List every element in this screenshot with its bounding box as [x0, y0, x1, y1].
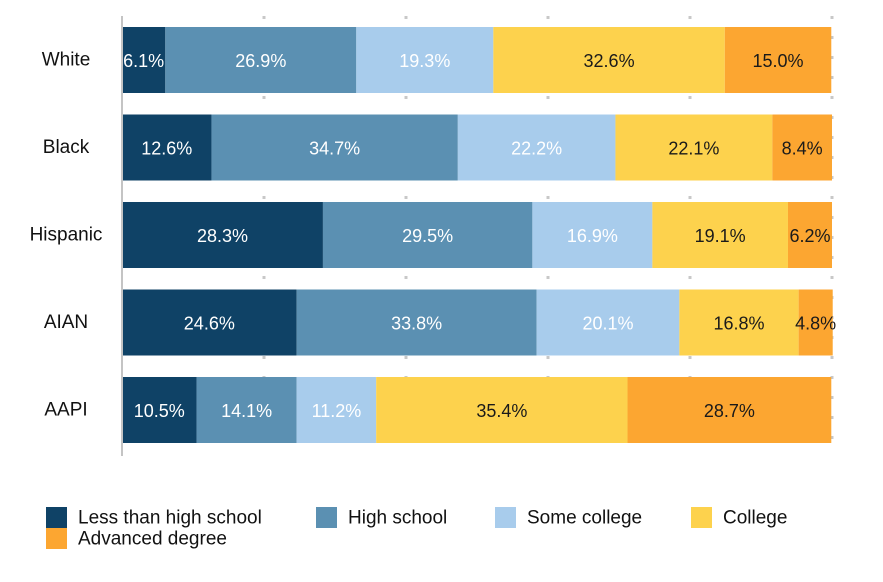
- legend-swatch: [691, 507, 712, 528]
- category-label: White: [42, 50, 91, 71]
- bar-segment: [724, 27, 832, 93]
- data-label: 16.9%: [567, 226, 618, 246]
- data-label: 14.1%: [221, 401, 272, 421]
- data-label: 11.2%: [312, 401, 362, 421]
- bar-segment: [772, 114, 832, 181]
- data-label: 10.5%: [134, 401, 185, 421]
- legend: Less than high school High school Some col…: [46, 507, 787, 550]
- legend-label: Less than high school: [78, 508, 262, 529]
- data-label: 32.6%: [584, 51, 635, 71]
- data-label: 4.8%: [795, 314, 836, 334]
- data-label: 16.8%: [713, 314, 764, 334]
- data-label: 22.1%: [668, 139, 719, 159]
- bar-segment: [322, 202, 533, 268]
- legend-swatch: [495, 507, 516, 528]
- bar-segment: [679, 289, 799, 356]
- bar-segment: [296, 377, 377, 443]
- data-label: 19.1%: [695, 226, 746, 246]
- data-label: 6.1%: [123, 51, 164, 71]
- bar-segment: [532, 202, 653, 268]
- legend-label: Some college: [527, 508, 642, 529]
- data-label: 33.8%: [391, 314, 442, 334]
- data-label: 15.0%: [753, 51, 804, 71]
- bar-segment: [652, 202, 788, 268]
- category-label: Hispanic: [30, 225, 103, 246]
- bar-segment: [196, 377, 297, 443]
- bar-segment: [165, 27, 357, 93]
- bar-segment: [122, 114, 212, 181]
- data-label: 8.4%: [782, 139, 823, 159]
- bar-segment: [296, 289, 537, 356]
- legend-swatch: [316, 507, 337, 528]
- data-label: 20.1%: [582, 314, 633, 334]
- data-label: 34.7%: [309, 139, 360, 159]
- legend-swatch: [46, 507, 67, 528]
- data-label: 29.5%: [402, 226, 453, 246]
- bar-segment: [457, 114, 616, 181]
- bar-segment: [122, 289, 297, 356]
- data-label: 6.2%: [789, 226, 830, 246]
- data-label: 24.6%: [184, 314, 235, 334]
- bar-segment: [356, 27, 494, 93]
- bar-segment: [211, 114, 458, 181]
- data-label: 19.3%: [399, 51, 450, 71]
- bar-segment: [536, 289, 680, 356]
- bar-segment: [798, 289, 833, 356]
- data-label: 26.9%: [235, 51, 286, 71]
- legend-swatch: [46, 528, 67, 549]
- bar-segment: [122, 202, 323, 268]
- category-label: AIAN: [44, 312, 88, 333]
- bar-segment: [376, 377, 628, 443]
- category-labels: White Black Hispanic AIAN AAPI: [30, 50, 103, 421]
- data-label: 28.7%: [704, 401, 755, 421]
- bar-segment: [493, 27, 725, 93]
- bars: 6.1% 26.9% 19.3% 32.6% 15.0% 12.6% 34.7% 22.2% 2…: [122, 27, 836, 443]
- legend-label: Advanced degree: [78, 529, 227, 550]
- legend-label: High school: [348, 508, 447, 529]
- legend-label: College: [723, 508, 787, 529]
- data-label: 35.4%: [476, 401, 527, 421]
- data-label: 28.3%: [197, 226, 248, 246]
- data-label: 22.2%: [511, 139, 562, 159]
- category-label: AAPI: [44, 400, 87, 421]
- bar-segment: [122, 377, 197, 443]
- bar-segment: [787, 202, 832, 268]
- bar-segment: [615, 114, 773, 181]
- bar-segment: [122, 27, 166, 93]
- category-label: Black: [43, 137, 90, 158]
- bar-segment: [627, 377, 832, 443]
- data-label: 12.6%: [141, 139, 192, 159]
